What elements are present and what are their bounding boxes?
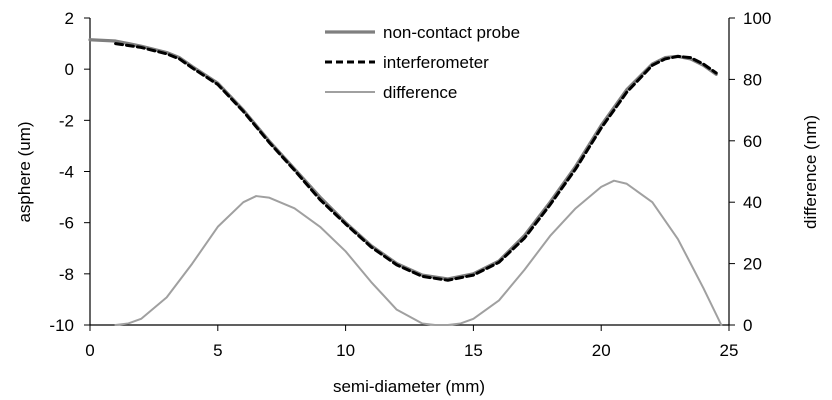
series-layer — [88, 38, 723, 326]
y-tick-label: -8 — [59, 265, 74, 284]
y2-tick-label: 60 — [743, 132, 762, 151]
x-tick-label: 10 — [336, 341, 355, 360]
legend-label: interferometer — [383, 53, 489, 72]
legend-label: difference — [383, 83, 457, 102]
x-tick-label: 5 — [213, 341, 222, 360]
y-tick-label: 2 — [65, 9, 74, 28]
y-axis-label: asphere (um) — [15, 121, 34, 222]
x-tick-label: 0 — [85, 341, 94, 360]
series-line-non-contact-probe — [88, 38, 718, 281]
y2-tick-label: 80 — [743, 70, 762, 89]
x-tick-label: 20 — [592, 341, 611, 360]
y-tick-label: -6 — [59, 214, 74, 233]
series-line-interferometer — [114, 42, 718, 282]
y-tick-label: -10 — [49, 316, 74, 335]
legend-label: non-contact probe — [383, 23, 520, 42]
x-tick-label: 25 — [720, 341, 739, 360]
y-tick-label: -2 — [59, 111, 74, 130]
y2-tick-label: 100 — [743, 9, 771, 28]
x-tick-label: 15 — [464, 341, 483, 360]
y-tick-label: 0 — [65, 60, 74, 79]
y2-axis-label: difference (nm) — [801, 115, 820, 229]
y2-tick-label: 40 — [743, 193, 762, 212]
series-line-difference — [114, 179, 723, 326]
x-axis-label: semi-diameter (mm) — [333, 377, 485, 396]
y2-tick-label: 0 — [743, 316, 752, 335]
y2-tick-label: 20 — [743, 255, 762, 274]
legend: non-contact probe interferometer differenc… — [325, 23, 520, 102]
y-tick-label: -4 — [59, 163, 74, 182]
